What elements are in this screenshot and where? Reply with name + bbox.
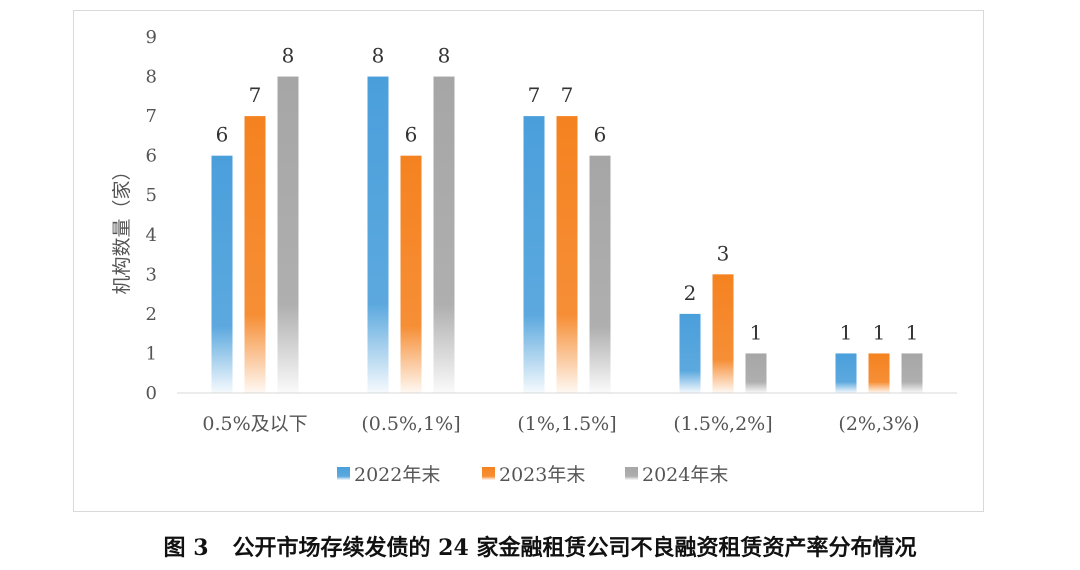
data-label: 2 (684, 281, 697, 305)
bar (400, 155, 422, 393)
bar (712, 274, 734, 393)
figure-caption: 图 3 公开市场存续发债的 24 家金融租赁公司不良融资租赁资产率分布情况 (0, 530, 1080, 562)
bar (277, 76, 299, 394)
data-label: 6 (216, 123, 229, 147)
bar (211, 155, 233, 393)
bar (679, 313, 701, 393)
y-tick-label: 3 (146, 264, 157, 285)
data-label: 7 (561, 83, 574, 107)
bar (433, 76, 455, 394)
x-tick-label: (1%,1.5%] (517, 413, 616, 435)
x-tick-label: (0.5%,1%] (361, 413, 460, 435)
data-label: 1 (906, 320, 919, 344)
data-label: 7 (528, 83, 541, 107)
y-tick-label: 8 (146, 67, 157, 88)
y-tick-label: 1 (146, 343, 157, 364)
figure-number: 图 3 (163, 535, 209, 561)
legend-label: 2024年末 (642, 464, 728, 486)
bar (901, 353, 923, 393)
data-label: 6 (594, 123, 607, 147)
legend-label: 2023年末 (499, 464, 585, 486)
data-label: 6 (405, 123, 418, 147)
data-label: 1 (750, 320, 763, 344)
y-tick-label: 9 (146, 27, 157, 48)
data-label: 1 (873, 320, 886, 344)
bar (367, 76, 389, 394)
bar (835, 353, 857, 393)
figure-caption-text: 公开市场存续发债的 24 家金融租赁公司不良融资租赁资产率分布情况 (232, 535, 917, 561)
bar (589, 155, 611, 393)
legend-swatch (625, 467, 638, 480)
y-tick-label: 0 (146, 383, 157, 404)
y-tick-label: 5 (146, 185, 157, 206)
bar (556, 116, 578, 393)
chart-frame (73, 10, 984, 512)
legend-swatch (482, 467, 495, 480)
data-label: 8 (438, 44, 451, 68)
bar (244, 116, 266, 393)
bar (745, 353, 767, 393)
data-label: 8 (282, 44, 295, 68)
y-tick-label: 7 (146, 106, 157, 127)
y-tick-label: 4 (146, 225, 157, 246)
y-axis-label: 机构数量（家） (111, 161, 133, 294)
y-tick-label: 2 (146, 304, 157, 325)
legend-label: 2022年末 (354, 464, 440, 486)
bar (523, 116, 545, 393)
x-tick-label: 0.5%及以下 (202, 413, 307, 435)
bar (868, 353, 890, 393)
x-tick-label: (2%,3%) (838, 413, 919, 435)
y-tick-label: 6 (146, 146, 157, 167)
legend-swatch (337, 467, 350, 480)
data-label: 1 (840, 320, 853, 344)
x-tick-label: (1.5%,2%] (673, 413, 772, 435)
data-label: 8 (372, 44, 385, 68)
data-label: 7 (249, 83, 262, 107)
data-label: 3 (717, 241, 730, 265)
